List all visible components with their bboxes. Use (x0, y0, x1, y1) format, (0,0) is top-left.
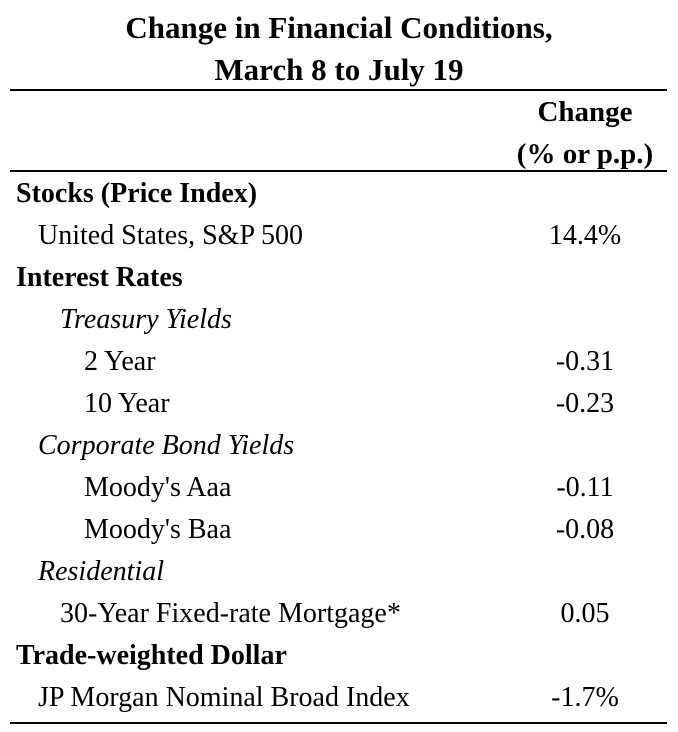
section-row-stocks: Stocks (Price Index) (0, 173, 678, 215)
row-label-10-year: 10 Year (84, 388, 170, 419)
subsection-label-residential: Residential (38, 556, 164, 587)
row-label-mortgage: 30-Year Fixed-rate Mortgage* (60, 598, 401, 629)
top-rule (10, 89, 667, 91)
subsection-label-treasury: Treasury Yields (60, 304, 232, 335)
row-label-moodys-aaa: Moody's Aaa (84, 472, 232, 503)
table-row-2-year: 2 Year -0.31 (0, 341, 678, 383)
row-value-moodys-aaa: -0.11 (556, 472, 614, 503)
table-row-jpm-index: JP Morgan Nominal Broad Index -1.7% (0, 677, 678, 719)
row-value-moodys-baa: -0.08 (555, 514, 615, 545)
bottom-rule (10, 722, 667, 724)
row-label-sp500: United States, S&P 500 (38, 220, 303, 251)
row-value-2-year: -0.31 (555, 346, 615, 377)
section-row-dollar: Trade-weighted Dollar (0, 635, 678, 677)
header-rule (10, 170, 667, 172)
section-label-dollar: Trade-weighted Dollar (16, 640, 287, 671)
table-body: Stocks (Price Index) United States, S&P … (0, 173, 678, 719)
row-label-moodys-baa: Moody's Baa (84, 514, 232, 545)
row-value-sp500: 14.4% (548, 220, 622, 251)
table-row-mortgage: 30-Year Fixed-rate Mortgage* 0.05 (0, 593, 678, 635)
table-row-10-year: 10 Year -0.23 (0, 383, 678, 425)
row-value-mortgage: 0.05 (560, 598, 610, 629)
row-label-2-year: 2 Year (84, 346, 156, 377)
row-label-jpm-index: JP Morgan Nominal Broad Index (38, 682, 410, 713)
table-row-moodys-aaa: Moody's Aaa -0.11 (0, 467, 678, 509)
table-title-line-1: Change in Financial Conditions, (125, 10, 553, 45)
section-label-interest-rates: Interest Rates (16, 262, 183, 293)
section-row-interest-rates: Interest Rates (0, 257, 678, 299)
subsection-row-corporate: Corporate Bond Yields (0, 425, 678, 467)
table-row-sp500: United States, S&P 500 14.4% (0, 215, 678, 257)
subsection-row-residential: Residential (0, 551, 678, 593)
table-title-line-2: March 8 to July 19 (214, 52, 464, 87)
section-label-stocks: Stocks (Price Index) (16, 178, 258, 209)
table-row-moodys-baa: Moody's Baa -0.08 (0, 509, 678, 551)
subsection-label-corporate: Corporate Bond Yields (38, 430, 295, 461)
row-value-jpm-index: -1.7% (551, 682, 619, 713)
subsection-row-treasury: Treasury Yields (0, 299, 678, 341)
row-value-10-year: -0.23 (555, 388, 615, 419)
column-header-change: Change (537, 96, 633, 128)
column-header-units: (% or p.p.) (516, 138, 654, 170)
